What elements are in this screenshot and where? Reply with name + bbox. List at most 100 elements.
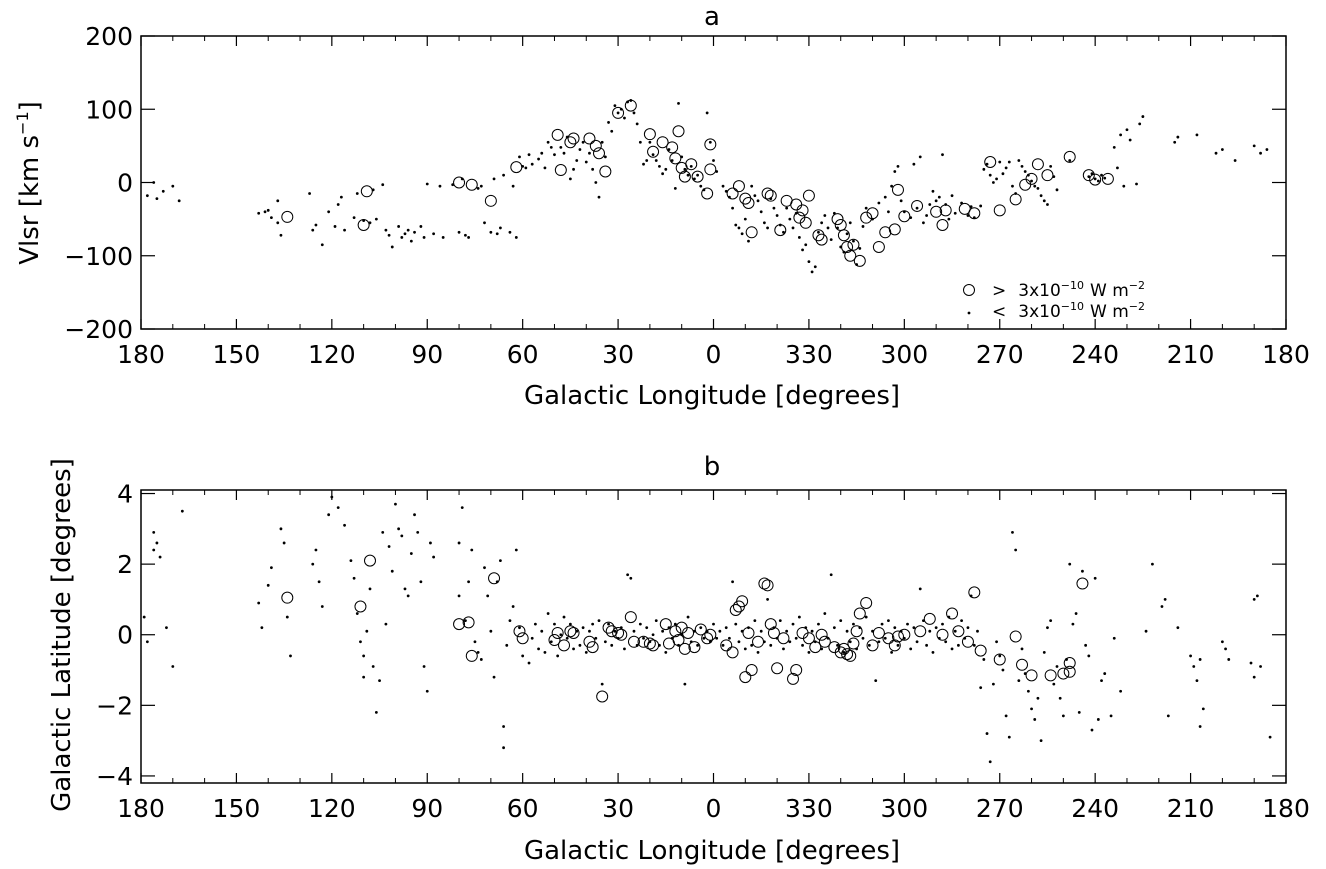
data-point-dot xyxy=(922,221,925,225)
data-point-dot xyxy=(314,548,318,552)
panel-a-legend: >3x10−10 W m−2 <3x10−10 W m−2 xyxy=(963,279,1145,322)
data-point-dot xyxy=(581,626,585,630)
data-point-dot xyxy=(263,210,267,214)
data-point-dot xyxy=(1249,661,1253,665)
data-point-circle xyxy=(866,639,879,652)
data-point-dot xyxy=(728,636,731,640)
data-point-dot xyxy=(1004,166,1008,170)
data-point-circle xyxy=(701,632,714,645)
data-point-dot xyxy=(502,173,505,177)
data-point-circle xyxy=(567,132,580,145)
data-point-dot xyxy=(985,162,989,166)
data-point-dot xyxy=(845,232,849,236)
data-point-circle xyxy=(704,163,717,176)
legend-entry-2-prefix: < xyxy=(992,302,1006,322)
data-point-circle xyxy=(465,649,478,662)
data-point-dot xyxy=(368,587,372,591)
data-point-dot xyxy=(619,107,623,111)
data-point-dot xyxy=(642,636,645,640)
data-point-dot xyxy=(473,640,477,644)
data-point-dot xyxy=(991,682,995,686)
data-point-dot xyxy=(941,153,944,157)
data-point-dot xyxy=(966,626,970,630)
data-point-dot xyxy=(1074,612,1078,615)
data-point-dot xyxy=(797,236,801,239)
legend-dot-marker xyxy=(967,311,971,315)
data-point-dot xyxy=(912,162,916,166)
data-point-dot xyxy=(559,145,563,149)
panel-b-latitude-plot: b 420−2−4 180 150 120 90 60 30 0 330 300 270 240 21… xyxy=(47,452,1310,866)
data-point-dot xyxy=(1068,159,1072,162)
data-point-dot xyxy=(1065,658,1068,661)
data-point-dot xyxy=(1096,718,1100,721)
data-point-dot xyxy=(1039,194,1043,198)
data-point-dot xyxy=(817,230,820,234)
data-point-dot xyxy=(950,194,954,198)
data-point-dot xyxy=(1017,679,1021,683)
data-point-circle xyxy=(853,607,866,620)
data-point-dot xyxy=(728,195,731,199)
data-point-dot xyxy=(568,177,572,181)
data-point-dot xyxy=(565,135,569,139)
data-point-dot xyxy=(1042,199,1046,203)
data-point-dot xyxy=(995,640,998,644)
data-point-circle xyxy=(853,254,866,267)
data-point-dot xyxy=(616,111,620,115)
data-point-dot xyxy=(858,626,862,630)
data-point-dot xyxy=(549,145,553,149)
data-point-dot xyxy=(1001,172,1005,176)
data-point-circle xyxy=(564,136,577,149)
data-point-circle xyxy=(694,623,707,636)
data-point-dot xyxy=(317,580,321,584)
data-point-circle xyxy=(777,632,790,645)
data-point-circle xyxy=(548,634,561,647)
data-point-dot xyxy=(915,206,919,210)
data-point-dot xyxy=(785,629,789,633)
data-point-dot xyxy=(1100,679,1103,683)
data-point-dot xyxy=(180,509,184,513)
data-point-dot xyxy=(409,239,413,243)
data-point-dot xyxy=(715,636,719,640)
data-point-dot xyxy=(1176,135,1180,139)
data-point-dot xyxy=(518,626,521,630)
data-point-dot xyxy=(1135,182,1138,186)
data-point-dot xyxy=(460,177,464,181)
data-point-dot xyxy=(858,247,862,250)
data-point-dot xyxy=(320,243,324,247)
data-point-dot xyxy=(861,225,865,228)
data-point-dot xyxy=(976,629,979,633)
data-point-dot xyxy=(403,232,407,236)
data-point-dot xyxy=(257,601,261,605)
data-point-circle xyxy=(453,618,466,631)
data-point-dot xyxy=(626,100,630,104)
data-point-circle xyxy=(596,690,609,703)
data-point-dot xyxy=(979,686,983,690)
data-point-dot xyxy=(680,155,684,159)
data-point-dot xyxy=(747,626,750,630)
data-point-dot xyxy=(743,217,747,221)
data-point-dot xyxy=(1201,707,1205,711)
data-point-circle xyxy=(1089,173,1102,186)
data-point-dot xyxy=(355,192,359,195)
data-point-circle xyxy=(745,664,758,677)
x-tick-label: 300 xyxy=(880,794,928,823)
data-point-dot xyxy=(597,619,601,623)
data-point-dot xyxy=(390,245,394,249)
data-point-dot xyxy=(670,159,674,162)
data-point-dot xyxy=(855,647,859,651)
x-tick-label: 180 xyxy=(1262,340,1310,369)
x-tick-label: 30 xyxy=(602,340,634,369)
data-point-dot xyxy=(664,167,668,171)
data-point-dot xyxy=(963,636,967,640)
data-point-dot xyxy=(553,153,556,157)
data-point-dot xyxy=(899,199,903,203)
data-point-circle xyxy=(586,641,599,654)
data-point-circle xyxy=(860,596,873,609)
data-point-dot xyxy=(495,580,499,584)
data-point-dot xyxy=(594,636,598,640)
data-point-dot xyxy=(413,230,416,234)
data-point-dot xyxy=(1252,598,1256,601)
data-point-dot xyxy=(801,643,804,647)
data-point-dot xyxy=(670,636,674,640)
